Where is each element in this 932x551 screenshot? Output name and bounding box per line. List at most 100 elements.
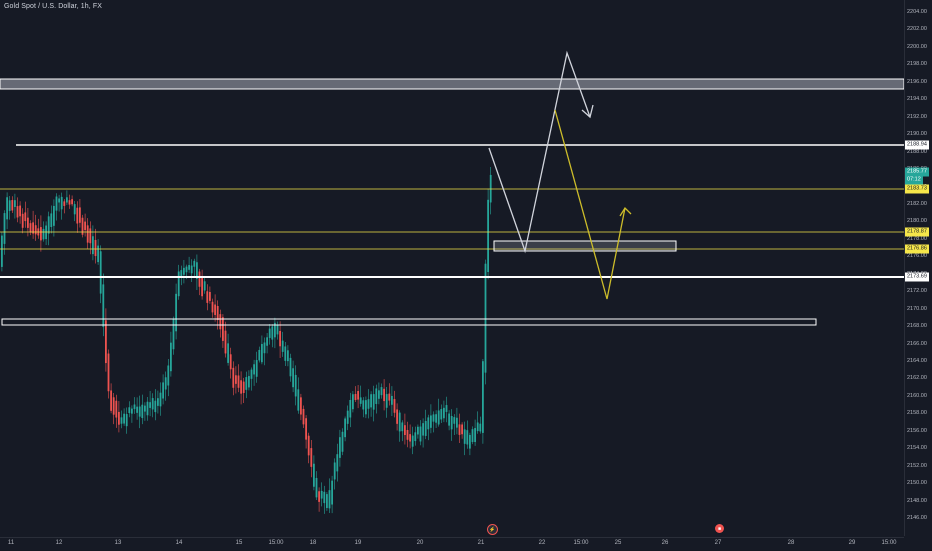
time-label: 13 <box>114 540 122 546</box>
candle-body <box>170 342 172 372</box>
candle-body <box>313 463 315 487</box>
candle-body <box>76 207 79 224</box>
price-tick-label: 2180.00 <box>907 218 927 225</box>
candle-body <box>396 409 398 424</box>
price-scale[interactable] <box>904 0 932 536</box>
time-label: 15:00 <box>881 540 897 546</box>
candle-body <box>146 401 149 416</box>
candle-body <box>102 284 105 327</box>
candle-body <box>255 360 258 377</box>
price-tick-label: 2146.00 <box>907 515 927 522</box>
candle-body <box>479 423 482 432</box>
time-label: 20 <box>416 540 424 546</box>
time-label: 29 <box>848 540 856 546</box>
entry-zone-box[interactable] <box>493 240 677 252</box>
candle-body <box>214 304 216 315</box>
candle-body <box>297 389 300 411</box>
countdown-tag: 07:12 <box>905 175 923 185</box>
price-tick-label: 2182.00 <box>907 200 927 207</box>
candle-body <box>487 199 489 273</box>
candle-body <box>237 375 240 388</box>
candle-body <box>183 267 185 275</box>
candle-body <box>414 432 417 442</box>
candle-body <box>21 213 24 228</box>
price-tick-label: 2202.00 <box>907 26 927 33</box>
projection-arrow-head-white <box>581 104 594 119</box>
candle-body <box>466 430 469 445</box>
candle-body <box>352 394 354 410</box>
candle-body <box>112 397 115 415</box>
candle-body <box>107 353 110 392</box>
candle-body <box>318 491 320 502</box>
candle-body <box>151 398 154 410</box>
candle-body <box>328 490 331 509</box>
candle-body <box>482 361 484 433</box>
candle-body <box>222 317 224 341</box>
candle-body <box>240 380 242 394</box>
candle-body <box>300 397 302 415</box>
candle-body <box>60 196 63 210</box>
candle-body <box>427 417 430 430</box>
candle-body <box>453 417 456 424</box>
time-label: 14 <box>175 540 183 546</box>
price-tick-label: 2170.00 <box>907 305 927 312</box>
candle-body <box>271 326 274 340</box>
candle-body <box>305 418 307 440</box>
candle-body <box>8 200 11 211</box>
price-tick-label: 2194.00 <box>907 96 927 103</box>
candle-body <box>391 395 393 405</box>
candle-body <box>105 320 107 364</box>
candle-body <box>417 426 419 435</box>
support-zone-box[interactable] <box>1 318 817 326</box>
price-tick-label: 2166.00 <box>907 340 927 347</box>
price-tag-level-4: 2176.86 <box>905 244 929 254</box>
lightning-icon[interactable]: ⚡ <box>487 524 498 535</box>
candle-body <box>232 367 235 388</box>
candle-body <box>63 201 66 206</box>
candle-body <box>128 407 131 414</box>
candle-body <box>40 227 42 241</box>
time-axis[interactable] <box>0 537 904 551</box>
candle-body <box>42 228 45 240</box>
event-icon[interactable]: ■ <box>715 524 724 533</box>
candle-body <box>404 425 406 435</box>
candle-body <box>193 260 196 267</box>
price-tick-label: 2160.00 <box>907 392 927 399</box>
candle-body <box>68 200 71 205</box>
price-tick-label: 2172.00 <box>907 288 927 295</box>
time-label: 15 <box>235 540 243 546</box>
candle-body <box>24 212 27 222</box>
candle-body <box>92 236 94 255</box>
candle-body <box>185 266 188 273</box>
candle-body <box>474 428 476 442</box>
candle-body <box>84 221 86 231</box>
price-tick-label: 2204.00 <box>907 9 927 15</box>
projection-path-yellow[interactable] <box>554 109 626 300</box>
candle-body <box>133 404 136 410</box>
projection-path-white[interactable] <box>488 50 591 254</box>
price-tick-label: 2162.00 <box>907 375 927 382</box>
candle-body <box>86 225 89 243</box>
candle-body <box>302 408 305 425</box>
price-tick-label: 2150.00 <box>907 480 927 487</box>
candle-body <box>235 375 237 384</box>
projection-arrow-head-yellow <box>619 206 632 217</box>
price-tag-level-2: 2183.73 <box>905 184 929 194</box>
price-tick-label: 2154.00 <box>907 445 927 452</box>
candle-body <box>198 271 201 287</box>
time-label: 26 <box>661 540 669 546</box>
candle-body <box>323 491 326 504</box>
candle-body <box>437 410 440 425</box>
candle-body <box>177 271 180 297</box>
candle-body <box>333 462 336 480</box>
candle-body <box>450 415 453 430</box>
candle-body <box>253 364 255 375</box>
candle-body <box>393 399 396 413</box>
candle-body <box>3 213 6 244</box>
candle-body <box>203 281 206 291</box>
candle-body <box>398 412 401 432</box>
resistance-zone-top[interactable] <box>0 78 905 90</box>
price-tick-label: 2178.00 <box>907 235 927 242</box>
